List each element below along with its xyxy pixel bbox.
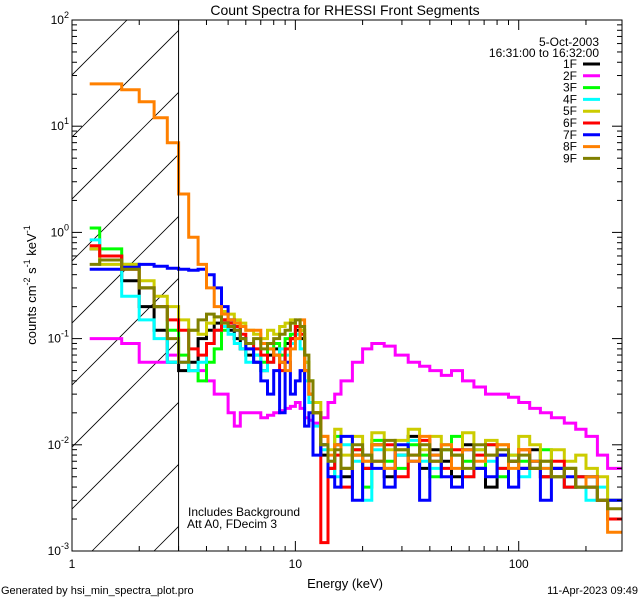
- excluded-energy-hatch: [72, 20, 179, 551]
- legend-label-5F: 5F: [563, 104, 577, 118]
- x-tick-label: 1: [69, 557, 76, 571]
- hatch-line: [72, 153, 179, 262]
- x-axis-label: Energy (keV): [307, 576, 383, 591]
- y-tick-exponent: 0: [64, 222, 69, 232]
- y-tick-exponent: 1: [64, 116, 69, 126]
- y-tick-base: 10: [48, 438, 62, 452]
- y-tick-label: 10-2: [48, 435, 69, 452]
- chart-title: Count Spectra for RHESSI Front Segments: [210, 2, 479, 18]
- x-tick-label: 100: [509, 557, 529, 571]
- y-tick-label: 100: [51, 222, 69, 239]
- y-label-exp2: -1: [22, 259, 32, 267]
- annotation-background: Includes Background: [188, 505, 300, 519]
- y-tick-base: 10: [48, 332, 62, 346]
- y-tick-base: 10: [51, 13, 65, 27]
- hatch-line: [72, 401, 179, 510]
- y-label-end: keV: [24, 233, 39, 259]
- annotation-date: 5-Oct-2003: [539, 35, 599, 49]
- legend-label-7F: 7F: [563, 128, 577, 142]
- y-label-exp3: -1: [22, 225, 32, 233]
- hatch-line: [72, 20, 128, 76]
- y-axis-label: counts cm-2 s-1 keV-1: [22, 225, 39, 344]
- series-8F: [89, 82, 622, 534]
- hatch-line: [72, 215, 179, 324]
- y-tick-exponent: -2: [61, 435, 69, 445]
- footer-generated-by: Generated by hsi_min_spectra_plot.pro: [1, 585, 194, 597]
- plot-frame: [71, 19, 623, 552]
- footer-timestamp: 11-Apr-2023 09:49: [547, 585, 638, 597]
- legend-label-1F: 1F: [563, 57, 577, 71]
- legend-label-6F: 6F: [563, 116, 577, 130]
- y-label-exp1: -2: [22, 277, 32, 285]
- annotation-attenuator: Att A0, FDecim 3: [187, 517, 277, 531]
- series-2F: [89, 337, 622, 470]
- y-tick-exponent: -1: [61, 329, 69, 339]
- y-tick-exponent: -3: [61, 541, 69, 551]
- legend-label-8F: 8F: [563, 140, 577, 154]
- series-6F: [89, 244, 622, 545]
- y-tick-label: 102: [51, 10, 69, 27]
- series-1F: [89, 247, 622, 521]
- y-tick-exponent: 2: [64, 10, 69, 20]
- series-group: [89, 82, 622, 545]
- y-tick-label: 10-1: [48, 329, 69, 346]
- series-7F: [89, 262, 622, 502]
- hatch-line: [72, 29, 179, 138]
- y-tick-base: 10: [51, 119, 65, 133]
- legend-label-4F: 4F: [563, 92, 577, 106]
- y-label-mid: s: [24, 267, 39, 278]
- legend-label-9F: 9F: [563, 151, 577, 165]
- y-tick-base: 10: [51, 225, 65, 239]
- series-9F: [89, 258, 622, 511]
- legend-label-2F: 2F: [563, 69, 577, 83]
- annotation-time-range: 16:31:00 to 16:32:00: [489, 46, 599, 60]
- x-tick-label: 10: [289, 557, 303, 571]
- legend-label-3F: 3F: [563, 81, 577, 95]
- y-label-base: counts cm: [24, 285, 39, 344]
- y-tick-label: 10-3: [48, 541, 69, 558]
- y-tick-label: 101: [51, 116, 69, 133]
- y-tick-base: 10: [48, 544, 62, 558]
- hatch-line: [72, 91, 179, 200]
